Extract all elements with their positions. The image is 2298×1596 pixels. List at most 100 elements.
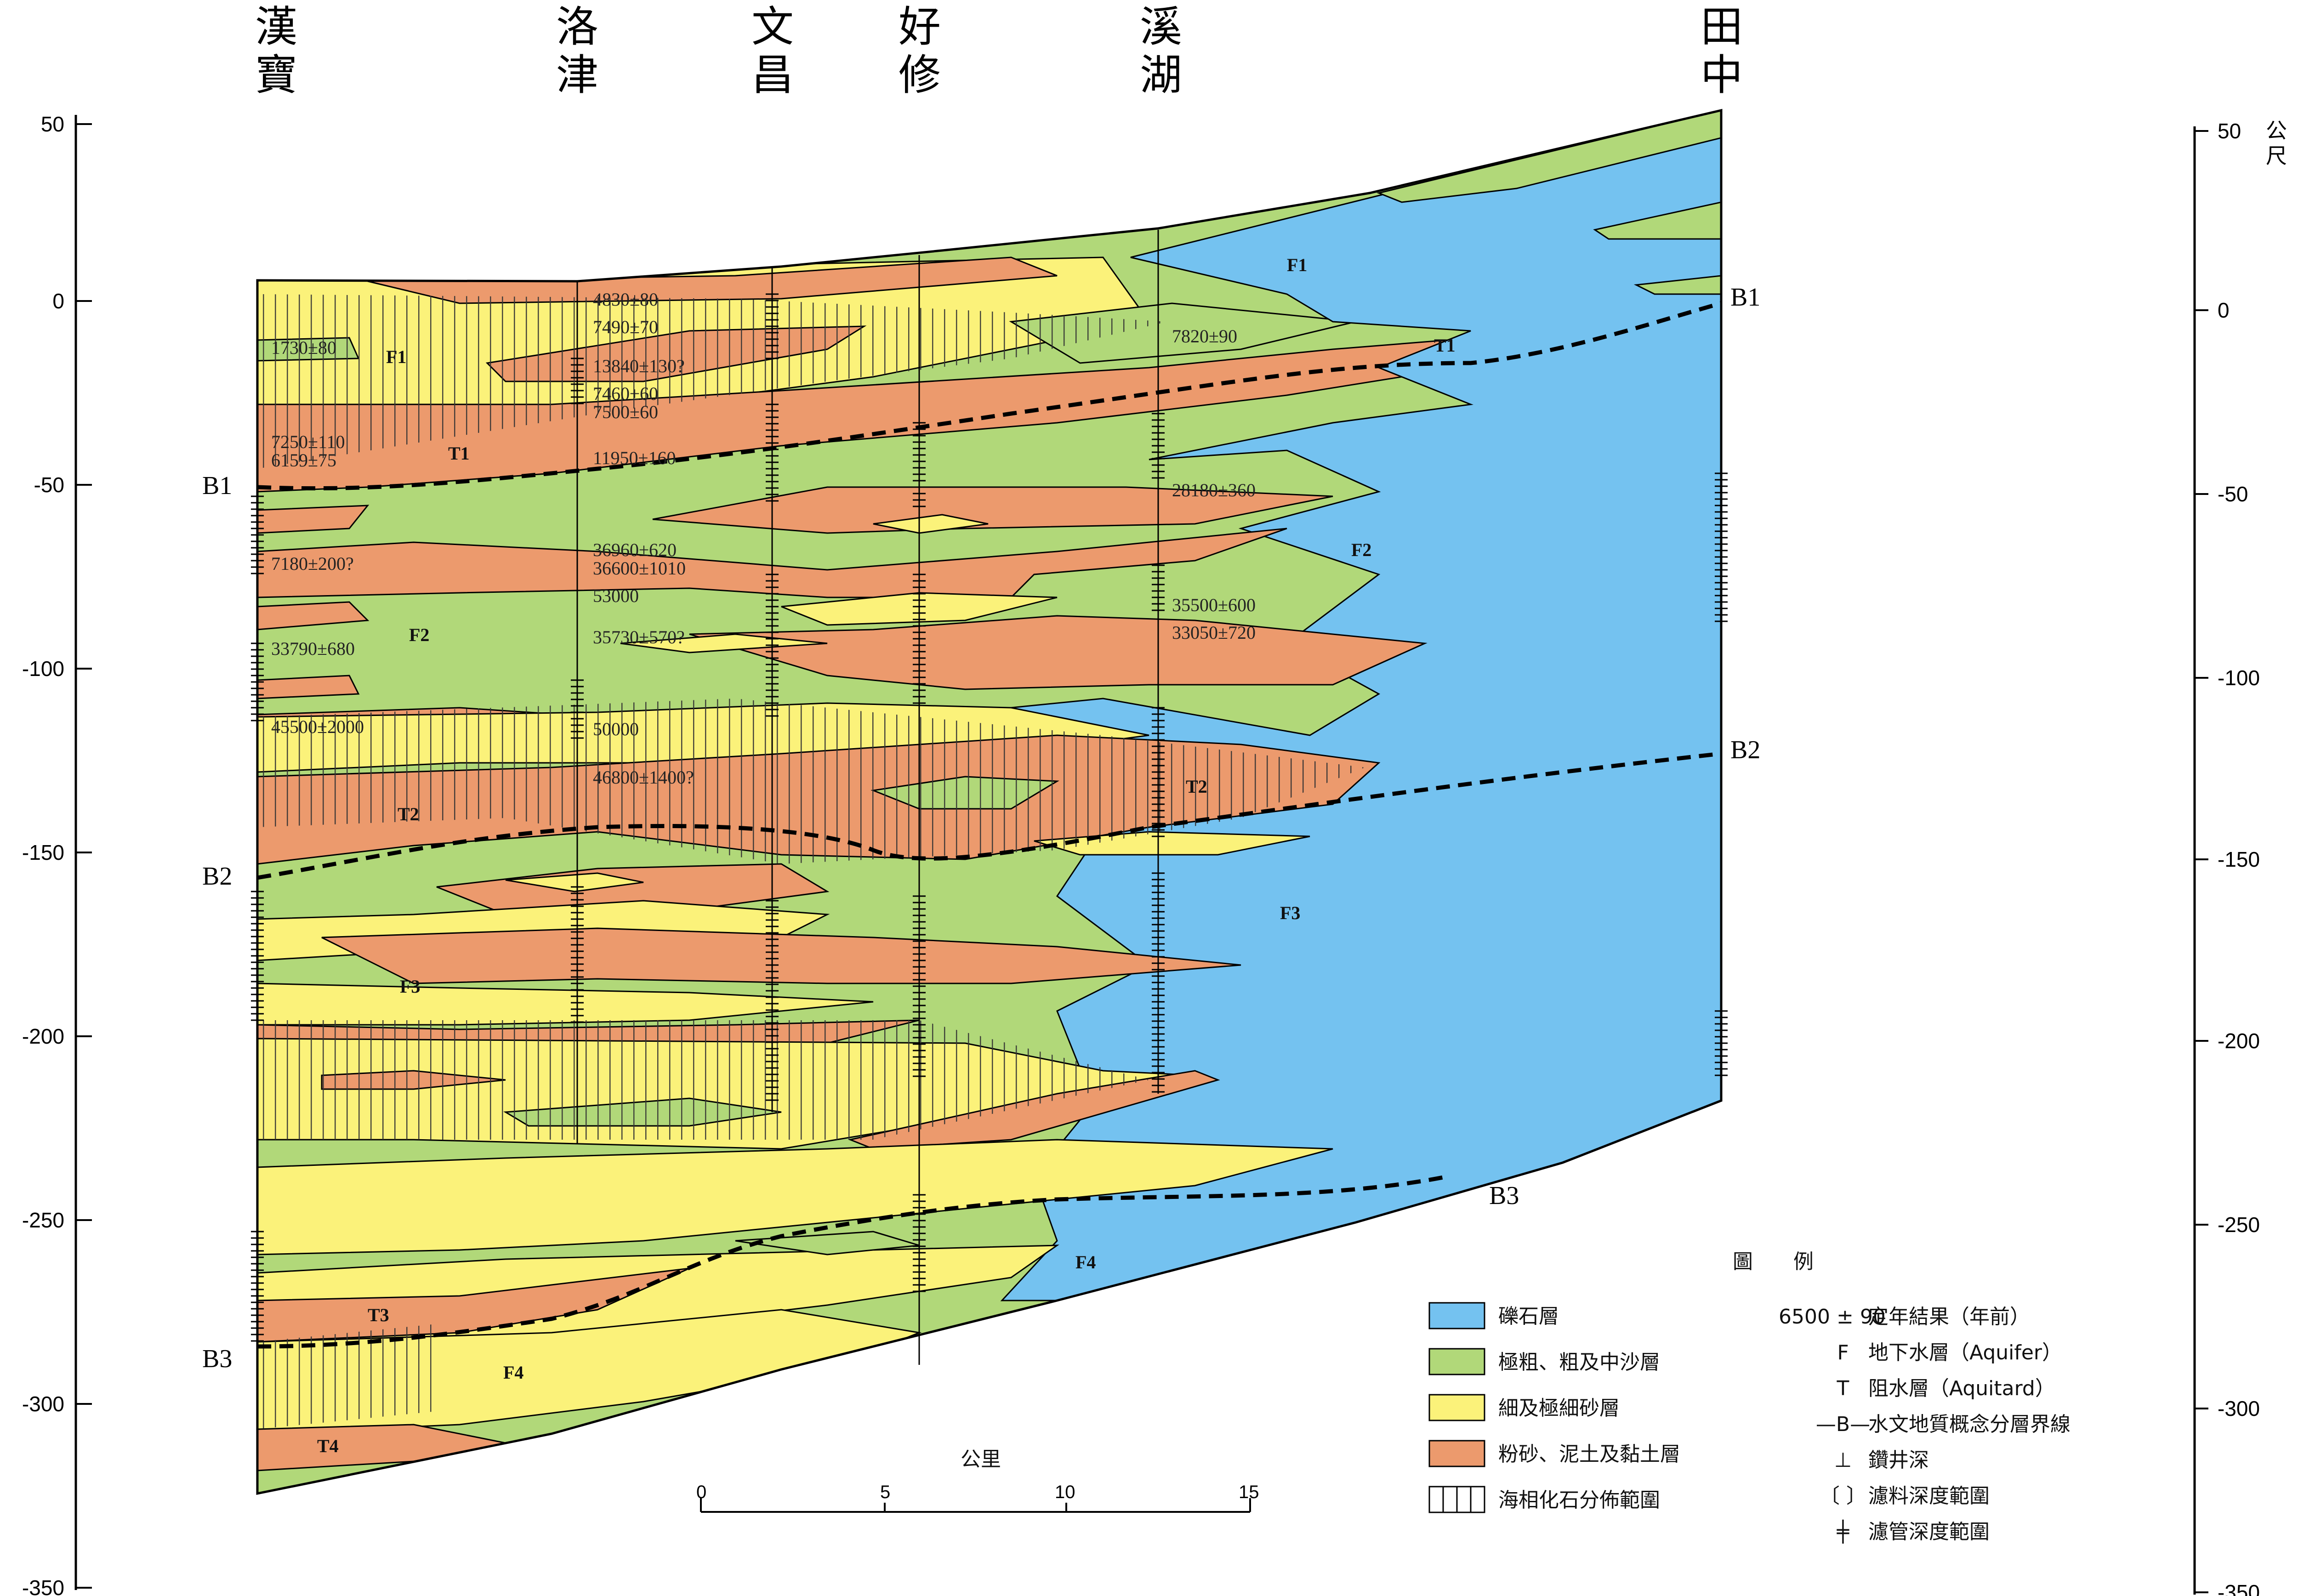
date-label: 6159±75 bbox=[271, 450, 336, 471]
station-haoxiu-1: 好 bbox=[899, 2, 941, 51]
unit-label-t2: T2 bbox=[398, 804, 419, 824]
layer-fine-f3-a bbox=[505, 872, 644, 892]
station-wenchang-1: 文 bbox=[751, 2, 794, 51]
date-label: 7250±110 bbox=[271, 432, 345, 452]
left-tick-label: -150 bbox=[22, 841, 64, 864]
unit-label-t4: T4 bbox=[317, 1436, 339, 1456]
date-label: 7820±90 bbox=[1172, 326, 1237, 346]
right-tick-label: -100 bbox=[2218, 666, 2260, 690]
unit-label-f2b: F2 bbox=[1351, 540, 1371, 560]
unit-label-f1: F1 bbox=[386, 346, 406, 367]
legend-title: 圖 例 bbox=[1733, 1250, 1814, 1273]
boundary-label-b2l: B2 bbox=[202, 862, 232, 891]
layer-coarse-top-right2 bbox=[1593, 201, 1721, 240]
date-label: 33050±720 bbox=[1172, 622, 1256, 643]
right-tick-label: -150 bbox=[2218, 847, 2260, 871]
station-haoxiu-2: 修 bbox=[899, 51, 941, 100]
date-label: 45500±2000 bbox=[271, 716, 364, 737]
station-luojin-1: 洛 bbox=[556, 2, 598, 51]
layer-silt-f2-b bbox=[652, 486, 1333, 534]
date-label: 7180±200? bbox=[271, 553, 354, 574]
layer-silt-t3 bbox=[257, 1267, 690, 1343]
legend-symbol: 〔 〕 bbox=[1820, 1484, 1866, 1508]
date-label: 7490±70 bbox=[593, 317, 658, 337]
left-tick-label: -350 bbox=[22, 1576, 64, 1596]
legend-swatch bbox=[1428, 1440, 1485, 1467]
date-label: 28180±360 bbox=[1172, 480, 1256, 500]
right-tick-label: -300 bbox=[2218, 1397, 2260, 1420]
layer-coarse-top-right3 bbox=[1633, 275, 1721, 295]
date-label: 50000 bbox=[593, 719, 639, 739]
date-label: 7460±60 bbox=[593, 383, 658, 404]
station-hanbao-2: 寶 bbox=[255, 51, 297, 100]
unit-label-t3: T3 bbox=[368, 1305, 389, 1325]
unit-label-f1b: F1 bbox=[1287, 255, 1307, 275]
layer-silt-f2-c bbox=[257, 528, 1287, 598]
legend-swatch-label: 細及極細砂層 bbox=[1498, 1397, 1620, 1420]
legend-symbol-label: 濾料深度範圍 bbox=[1868, 1484, 1990, 1508]
fossil-zone-4 bbox=[257, 1323, 441, 1429]
unit-label-f2: F2 bbox=[409, 625, 429, 645]
right-tick-label: 0 bbox=[2218, 298, 2230, 322]
right-tick-label: -50 bbox=[2218, 482, 2248, 506]
fossil-zone-3 bbox=[257, 1020, 1149, 1140]
left-tick-label: -200 bbox=[22, 1024, 64, 1048]
left-depth-axis: 50 0 -50 -100 -150 -200 -250 -300 -350 bbox=[22, 112, 92, 1596]
legend-symbol: T bbox=[1837, 1377, 1849, 1400]
layer-silt-f2-e bbox=[689, 615, 1428, 690]
boundary-labels: B1 B1 B2 B2 B3 B3 bbox=[202, 283, 1760, 1373]
legend-swatch-label: 海相化石分佈範圍 bbox=[1498, 1488, 1660, 1512]
legend-symbol: F bbox=[1837, 1341, 1849, 1364]
right-depth-axis: 50 0 -50 -100 -150 -200 -250 -300 -350 公 尺 bbox=[2193, 118, 2287, 1596]
unit-label-2: 尺 bbox=[2266, 143, 2287, 168]
legend-symbol-label: 鑽井深 bbox=[1868, 1448, 1929, 1472]
left-tick-label: 0 bbox=[52, 289, 64, 313]
legend-swatch bbox=[1428, 1394, 1485, 1421]
station-luojin-2: 津 bbox=[556, 51, 598, 100]
right-tick-label: -250 bbox=[2218, 1213, 2260, 1237]
date-label: 36600±1010 bbox=[593, 558, 686, 579]
right-tick-label: -350 bbox=[2218, 1580, 2260, 1596]
date-label: 46800±1400? bbox=[593, 767, 694, 788]
boundary-label-b2r: B2 bbox=[1730, 736, 1760, 764]
unit-label-t1b: T1 bbox=[1434, 335, 1456, 356]
layer-silt-f2-f bbox=[257, 675, 360, 699]
left-tick-label: -250 bbox=[22, 1208, 64, 1232]
legend-swatch bbox=[1428, 1302, 1485, 1329]
date-label: 35730±570? bbox=[593, 627, 685, 647]
legend-swatch-label: 極粗、粗及中沙層 bbox=[1498, 1351, 1660, 1374]
fossil-zone-2 bbox=[257, 699, 1365, 864]
legend-symbol-label: 濾管深度範圍 bbox=[1868, 1520, 1990, 1544]
unit-label-f4b: F4 bbox=[1075, 1252, 1096, 1272]
station-tianzhong-2: 中 bbox=[1701, 51, 1743, 100]
date-label: 35500±600 bbox=[1172, 595, 1256, 615]
legend-swatch-label: 粉砂、泥土及黏土層 bbox=[1498, 1443, 1680, 1466]
boundary-label-b1r: B1 bbox=[1730, 283, 1760, 312]
station-names: 漢 寶 洛 津 文 昌 好 修 溪 湖 田 中 bbox=[255, 2, 1743, 100]
scale-tick-10: 10 bbox=[1055, 1482, 1075, 1502]
station-wenchang-2: 昌 bbox=[751, 51, 794, 100]
layer-silt-f2-a bbox=[257, 505, 370, 534]
legend-symbol-label: 水文地質概念分層界線 bbox=[1868, 1413, 2070, 1436]
left-tick-label: -100 bbox=[22, 657, 64, 681]
date-label: 36960±620 bbox=[593, 540, 677, 560]
right-tick-label: 50 bbox=[2218, 119, 2241, 143]
date-label: 33790±680 bbox=[271, 638, 355, 659]
unit-label-f3b: F3 bbox=[1280, 903, 1300, 923]
station-tianzhong-1: 田 bbox=[1701, 2, 1743, 51]
left-tick-label: -300 bbox=[22, 1392, 64, 1416]
legend-symbol: 6500 ± 90 bbox=[1779, 1305, 1886, 1329]
date-label: 53000 bbox=[593, 585, 639, 606]
scale-tick-0: 0 bbox=[696, 1482, 706, 1502]
unit-label-t2b: T2 bbox=[1186, 776, 1207, 797]
date-label: 7500±60 bbox=[593, 402, 658, 422]
layer-silt-f3-b bbox=[321, 927, 1241, 984]
legend-symbol-label: 地下水層（Aquifer） bbox=[1868, 1341, 2062, 1364]
boundary-label-b1l: B1 bbox=[202, 471, 232, 500]
scale-title: 公里 bbox=[961, 1448, 1001, 1471]
legend-symbol: ⊥ bbox=[1834, 1448, 1852, 1472]
station-xihu-1: 溪 bbox=[1140, 2, 1182, 51]
legend-swatch-label: 礫石層 bbox=[1498, 1305, 1559, 1328]
unit-label-f3: F3 bbox=[400, 976, 420, 997]
